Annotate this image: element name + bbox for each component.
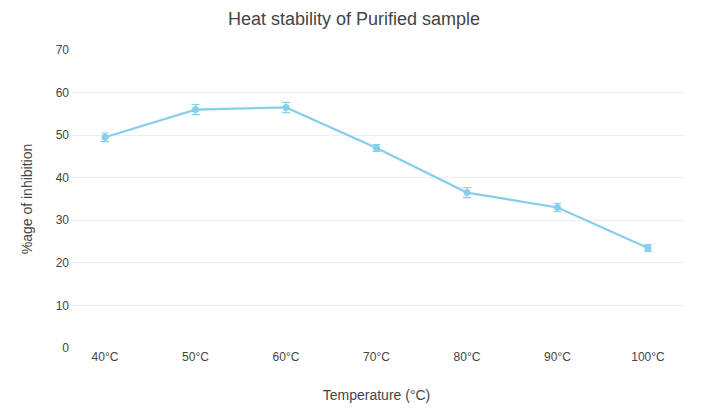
svg-text:10: 10 <box>56 299 70 313</box>
svg-text:70: 70 <box>56 43 70 57</box>
svg-text:0: 0 <box>62 341 69 355</box>
svg-text:90°C: 90°C <box>544 350 571 364</box>
svg-text:70°C: 70°C <box>363 350 390 364</box>
svg-text:60°C: 60°C <box>273 350 300 364</box>
svg-text:50°C: 50°C <box>182 350 209 364</box>
svg-text:40°C: 40°C <box>92 350 119 364</box>
svg-text:Temperature (°C): Temperature (°C) <box>323 387 431 403</box>
svg-text:60: 60 <box>56 86 70 100</box>
svg-text:Heat stability of Purified sam: Heat stability of Purified sample <box>228 9 480 29</box>
svg-text:40: 40 <box>56 171 70 185</box>
svg-text:%age of inhibition: %age of inhibition <box>19 144 35 255</box>
svg-text:50: 50 <box>56 128 70 142</box>
svg-text:20: 20 <box>56 256 70 270</box>
svg-text:80°C: 80°C <box>454 350 481 364</box>
svg-text:30: 30 <box>56 213 70 227</box>
svg-text:100°C: 100°C <box>631 350 665 364</box>
